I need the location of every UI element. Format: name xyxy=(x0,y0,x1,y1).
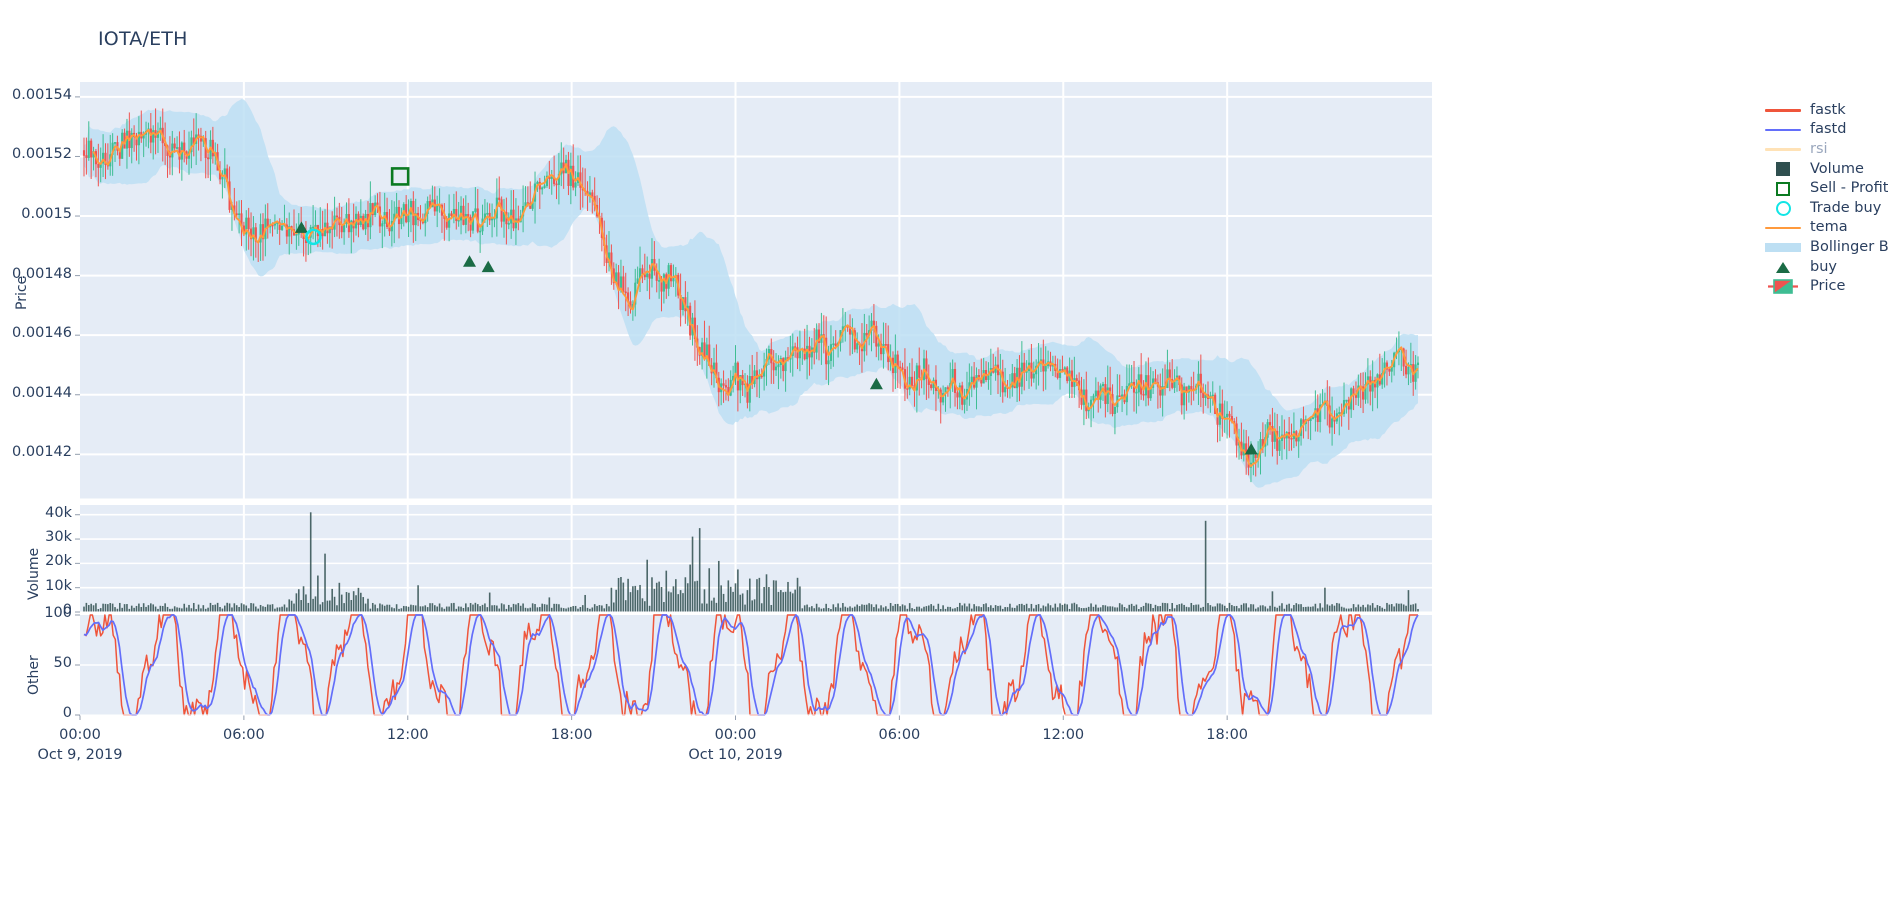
legend-swatch-candlestick-icon xyxy=(1762,277,1804,296)
legend-label: Bollinger Band xyxy=(1810,238,1888,255)
legend-item-volume[interactable]: Volume xyxy=(1762,159,1888,179)
legend-label: buy xyxy=(1810,258,1837,275)
x-tick-label: 06:00 xyxy=(222,727,265,743)
axis-tick-label: 0 xyxy=(62,602,72,618)
x-tick-label: 18:00 xyxy=(550,727,593,743)
legend-swatch-square-open-icon xyxy=(1762,179,1804,198)
x-tick-label: 00:00 xyxy=(59,727,101,743)
legend-swatch-line-icon xyxy=(1762,218,1804,237)
legend-item-sell-profit[interactable]: Sell - Profit xyxy=(1762,178,1888,198)
legend-label: tema xyxy=(1810,219,1848,236)
legend-item-fastk[interactable]: fastk xyxy=(1762,100,1888,120)
legend-item-trade-buy[interactable]: Trade buy xyxy=(1762,198,1888,218)
legend-swatch-line-icon xyxy=(1762,100,1804,119)
axis-tick-label: 0.00148 xyxy=(12,265,72,282)
legend-item-tema[interactable]: tema xyxy=(1762,218,1888,238)
legend-label: Price xyxy=(1810,278,1846,295)
axis-tick-label: 30k xyxy=(45,529,72,546)
legend-label: fastd xyxy=(1810,121,1847,138)
legend-item-price[interactable]: Price xyxy=(1762,276,1888,296)
legend-swatch-line-icon xyxy=(1762,139,1804,158)
legend-swatch-square-filled-icon xyxy=(1762,159,1804,178)
volume-panel xyxy=(80,505,1432,612)
x-tick-label: 00:00 xyxy=(714,727,757,743)
legend-item-fastd[interactable]: fastd xyxy=(1762,120,1888,140)
legend-item-buy[interactable]: buy xyxy=(1762,257,1888,277)
axis-tick-label: 10k xyxy=(45,577,72,594)
legend-swatch-line-icon xyxy=(1762,120,1804,139)
legend-swatch-band-icon xyxy=(1762,237,1804,256)
legend-item-bollinger-band[interactable]: Bollinger Band xyxy=(1762,237,1888,257)
axis-tick-label: 100 xyxy=(44,605,72,621)
axis-tick-label: 0.00144 xyxy=(12,384,72,401)
axis-tick-label: 40k xyxy=(45,504,72,521)
x-tick-label: 18:00 xyxy=(1206,727,1249,743)
other-panel xyxy=(80,615,1432,715)
volume-axis-title: Volume xyxy=(26,547,42,600)
axis-tick-label: 50 xyxy=(53,655,72,671)
axis-tick-label: 0.00146 xyxy=(12,325,72,342)
axis-tick-label: 0 xyxy=(62,705,72,721)
price-panel xyxy=(80,82,1432,499)
x-tick-label: 12:00 xyxy=(386,727,429,743)
axis-tick-label: 20k xyxy=(45,553,72,570)
other-axis-title: Other xyxy=(26,655,42,695)
axis-tick-label: 0.00152 xyxy=(12,146,72,163)
legend-label: Volume xyxy=(1810,160,1864,177)
x-tick-date: Oct 10, 2019 xyxy=(688,747,783,763)
legend-swatch-circle-open-icon xyxy=(1762,198,1804,217)
x-tick-label: 12:00 xyxy=(1042,727,1085,743)
x-tick-date: Oct 9, 2019 xyxy=(37,747,123,763)
legend-label: Sell - Profit xyxy=(1810,180,1888,197)
legend-label: Trade buy xyxy=(1810,199,1882,216)
chart-legend[interactable]: fastk fastd rsi Volume Sell - Profit Trade bu… xyxy=(1762,100,1888,296)
legend-item-rsi[interactable]: rsi xyxy=(1762,139,1888,159)
x-tick-label: 06:00 xyxy=(878,727,921,743)
legend-label: rsi xyxy=(1810,140,1828,157)
page-title: IOTA/ETH xyxy=(98,28,188,50)
axis-tick-label: 0.0015 xyxy=(21,206,72,223)
axis-tick-label: 0.00154 xyxy=(12,86,72,103)
legend-swatch-triangle-up-icon xyxy=(1762,257,1804,276)
axis-tick-label: 0.00142 xyxy=(12,444,72,461)
legend-label: fastk xyxy=(1810,101,1846,118)
